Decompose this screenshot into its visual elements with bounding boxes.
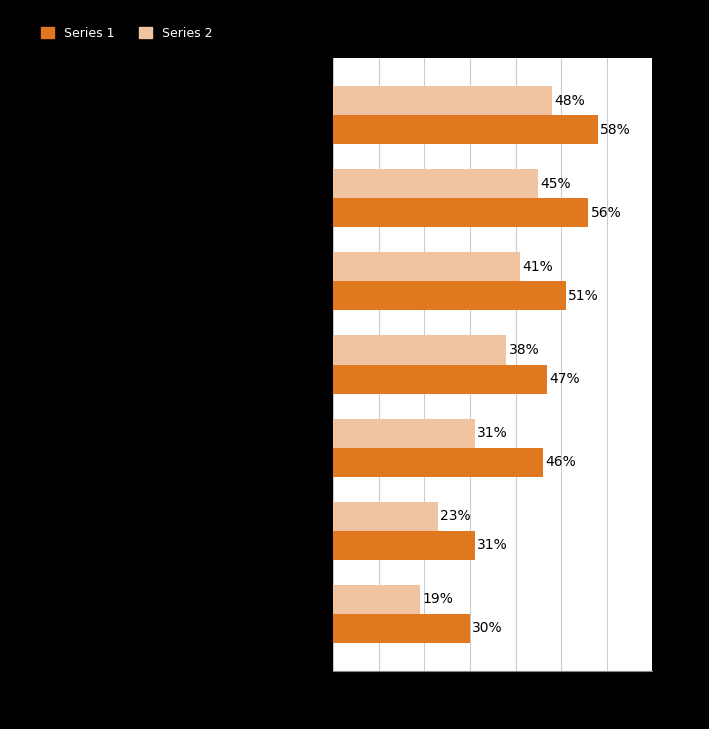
Bar [333, 281, 566, 311]
Bar [333, 585, 420, 614]
Text: 41%: 41% [523, 260, 553, 274]
Text: 31%: 31% [476, 538, 508, 552]
Text: 48%: 48% [554, 94, 585, 108]
Text: 23%: 23% [440, 509, 471, 523]
Text: 45%: 45% [540, 177, 571, 191]
Legend: Series 1, Series 2: Series 1, Series 2 [36, 22, 218, 44]
Bar [333, 614, 470, 643]
Bar [333, 115, 598, 144]
Text: 31%: 31% [476, 426, 508, 440]
Bar [333, 448, 543, 477]
Text: 38%: 38% [508, 343, 540, 357]
Text: 30%: 30% [472, 621, 503, 635]
Text: 56%: 56% [591, 206, 622, 220]
Bar [333, 364, 547, 394]
Bar [333, 335, 506, 364]
Bar [333, 502, 438, 531]
Text: 58%: 58% [600, 122, 630, 137]
Text: 46%: 46% [545, 455, 576, 469]
Bar [333, 531, 474, 560]
Bar [333, 418, 474, 448]
Text: 51%: 51% [568, 289, 598, 303]
Text: 47%: 47% [549, 372, 581, 386]
Bar [333, 252, 520, 281]
Bar [333, 169, 538, 198]
Bar [333, 198, 588, 227]
Bar [333, 86, 552, 115]
Text: 19%: 19% [422, 592, 453, 607]
